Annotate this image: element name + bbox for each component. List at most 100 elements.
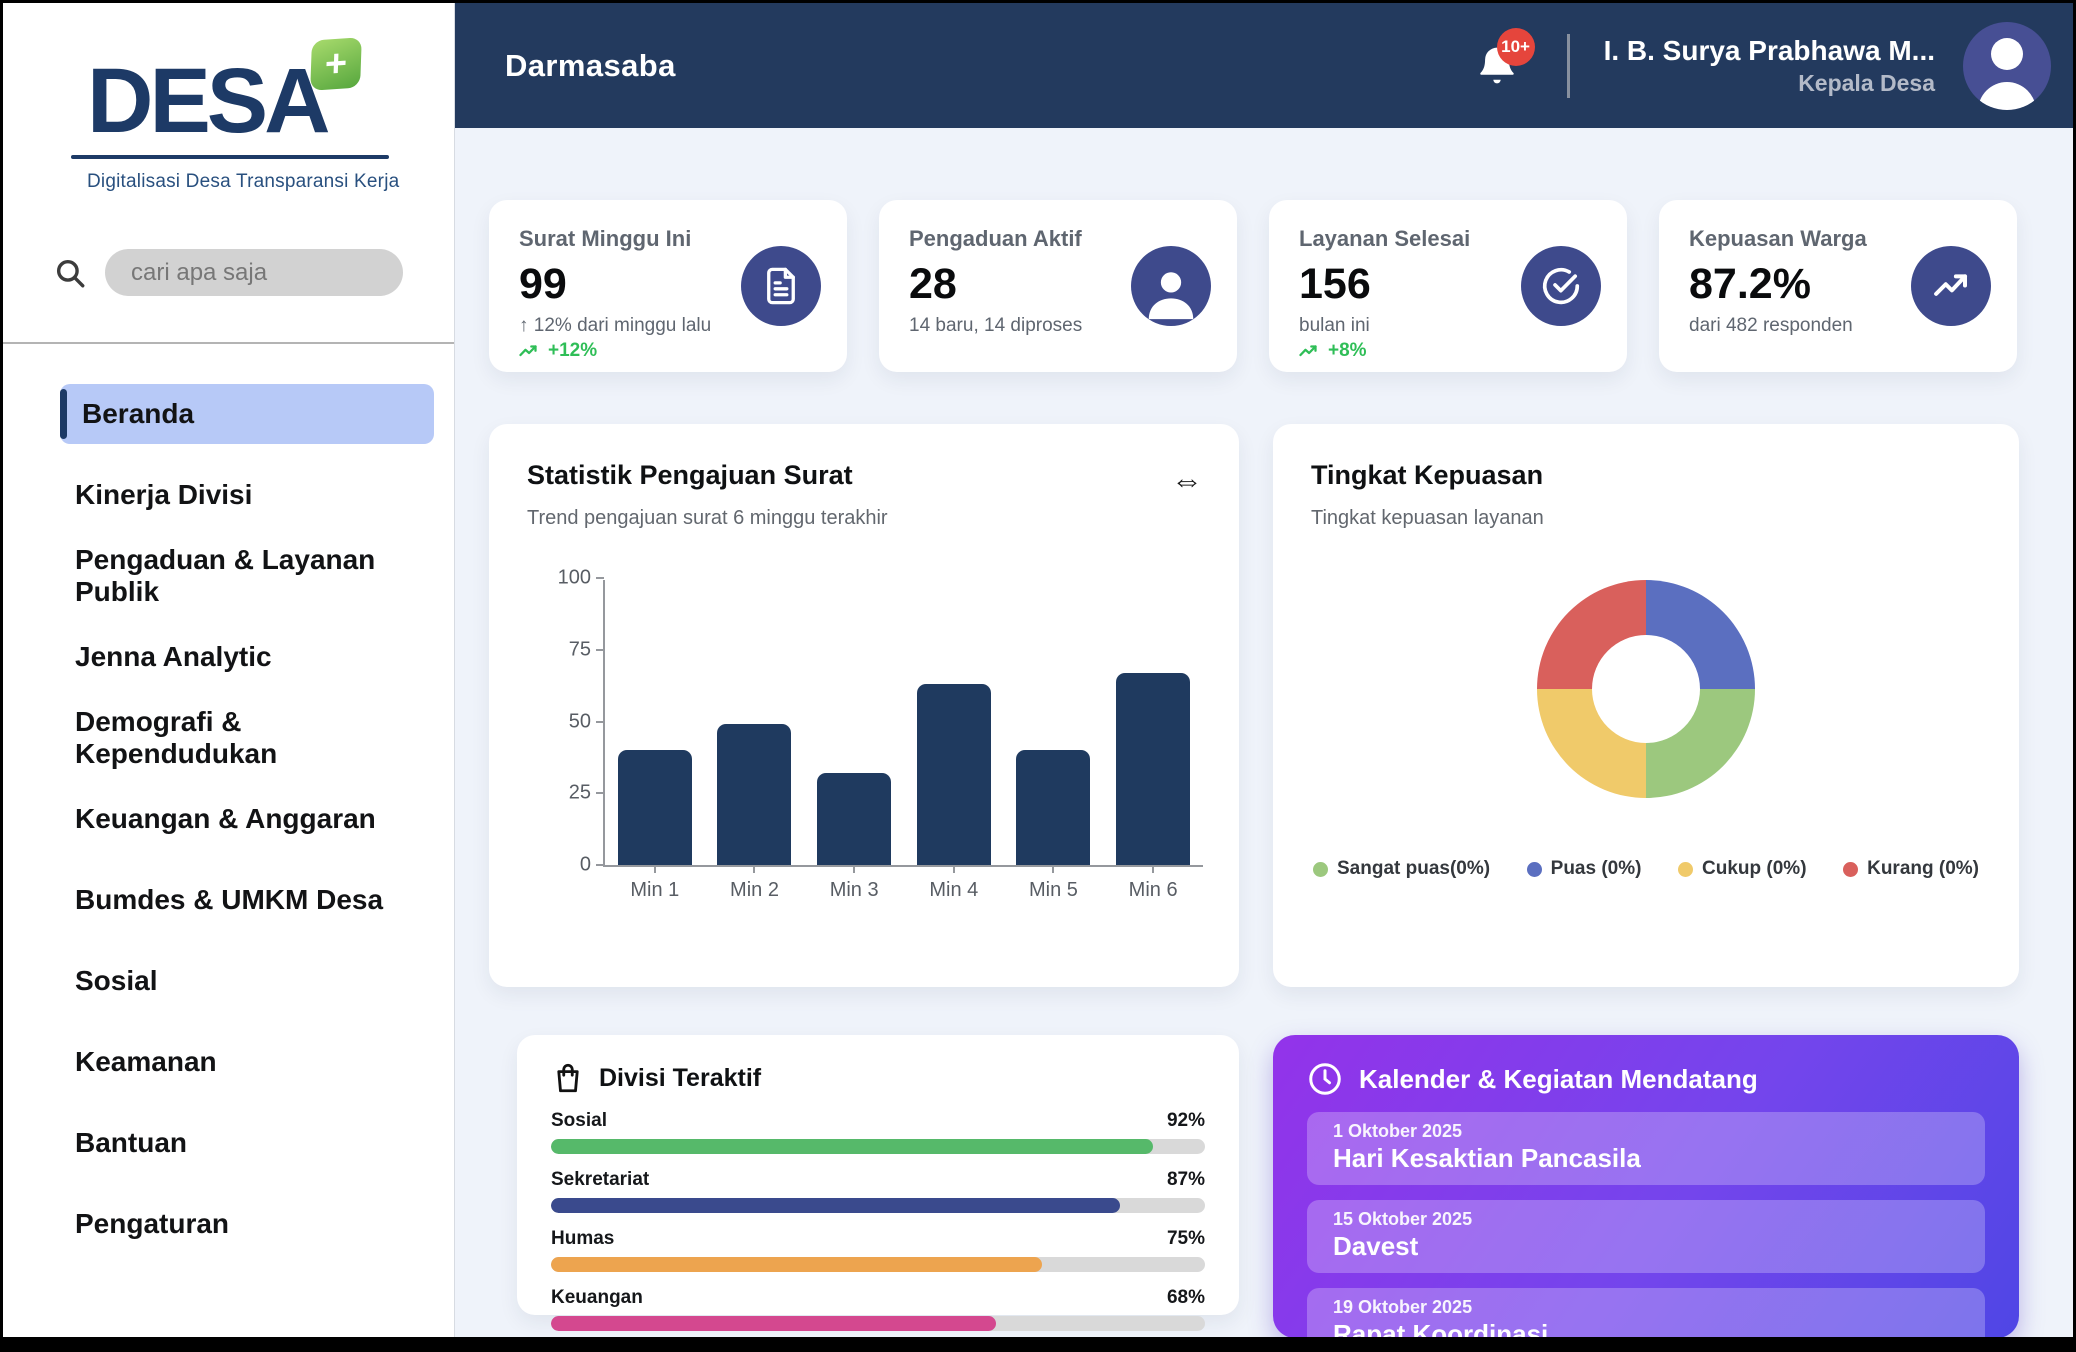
check-circle-icon [1521, 246, 1601, 326]
divisions-title: Divisi Teraktif [599, 1063, 762, 1092]
donut-chart-title: Tingkat Kepuasan [1311, 460, 1544, 490]
legend-label: Kurang (0%) [1867, 858, 1979, 879]
division-row-header: Humas 75% [551, 1228, 1205, 1250]
stat-trend: +12% [519, 340, 821, 362]
division-row-humas: Humas 75% [551, 1228, 1205, 1272]
logo-underline [71, 155, 389, 159]
progress-fill [551, 1316, 996, 1331]
stat-value: 156 [1299, 260, 1371, 308]
progress-fill [551, 1257, 1042, 1272]
sidebar: DESA + Digitalisasi Desa Transparansi Ke… [3, 3, 455, 1337]
bar-slot-min-6: Min 6 [1105, 580, 1201, 901]
avatar-person-icon [1991, 37, 2023, 70]
sidebar-item-label: Sosial [75, 965, 158, 996]
x-axis-tick-mark [853, 865, 856, 873]
sidebar-item-beranda[interactable]: Beranda [60, 384, 434, 444]
progress-track [551, 1139, 1205, 1154]
sidebar-item-jenna-analytic[interactable]: Jenna Analytic [60, 627, 434, 687]
sidebar-item-keamanan[interactable]: Keamanan [60, 1032, 434, 1092]
expand-width-icon[interactable]: ⇔ [1171, 462, 1203, 498]
stat-label: Kepuasan Warga [1689, 226, 1867, 251]
y-axis-tick-mark [596, 577, 604, 579]
division-name: Humas [551, 1228, 615, 1249]
notifications-button[interactable]: 10+ [1475, 27, 1535, 90]
avatar[interactable] [1963, 21, 2051, 110]
sidebar-divider [3, 342, 454, 344]
division-percentage: 87% [1166, 1169, 1205, 1190]
event-date: 1 Oktober 2025 [1333, 1121, 1463, 1141]
division-row-header: Keuangan 68% [551, 1287, 1205, 1309]
sidebar-item-pengaturan[interactable]: Pengaturan [60, 1194, 434, 1254]
y-axis-tick-label: 75 [568, 638, 591, 661]
stat-subtext: 14 baru, 14 diproses [909, 315, 1083, 336]
x-axis-tick-mark [952, 865, 955, 873]
user-info: I. B. Surya Prabhawa M... Kepala Desa [1604, 35, 1935, 97]
page-title: Darmasaba [505, 47, 676, 83]
x-axis-tick-mark [1152, 865, 1155, 873]
bar-min-3[interactable] [817, 773, 892, 865]
legend-dot [1843, 861, 1859, 877]
event-hari-kesaktian-pancasila[interactable]: 1 Oktober 2025 Hari Kesaktian Pancasila [1307, 1112, 1985, 1185]
bar-min-1[interactable] [617, 750, 692, 865]
event-rapat-koordinasi[interactable]: 19 Oktober 2025 Rapat Koordinasi [1307, 1288, 1985, 1337]
search-icon [56, 259, 85, 287]
y-axis-tick-label: 25 [568, 781, 591, 804]
trending-up-icon [1911, 246, 1991, 326]
logo-wordmark: DESA [87, 50, 331, 152]
satisfaction-card: Tingkat Kepuasan Tingkat kepuasan layana… [1273, 424, 2019, 987]
sidebar-item-demografi-kependudukan[interactable]: Demografi & Kependudukan [60, 706, 434, 769]
x-axis-label: Min 6 [1128, 879, 1178, 901]
top-header: Darmasaba 10+ I. B. Surya Prabhawa M... … [455, 3, 2073, 128]
progress-fill [551, 1198, 1120, 1213]
calendar-title: Kalender & Kegiatan Mendatang [1359, 1063, 1758, 1094]
search-input[interactable] [105, 249, 403, 296]
bar-min-2[interactable] [717, 724, 792, 865]
letter-statistics-card: Statistik Pengajuan Surat Trend pengajua… [489, 424, 1239, 987]
sidebar-item-label: Keamanan [75, 1046, 217, 1077]
sidebar-item-pengaduan-layanan-publik[interactable]: Pengaduan & Layanan Publik [60, 544, 434, 607]
legend-label: Cukup (0%) [1702, 858, 1807, 879]
y-axis-tick-label: 100 [557, 566, 591, 589]
user-name: I. B. Surya Prabhawa M... [1603, 34, 1935, 66]
division-percentage: 68% [1166, 1287, 1205, 1308]
stat-trend: +8% [1299, 340, 1601, 362]
bar-chart-title: Statistik Pengajuan Surat [527, 460, 853, 490]
events-list: 1 Oktober 2025 Hari Kesaktian Pancasila 15… [1307, 1112, 1985, 1337]
stat-subtext: ↑ 12% dari minggu lalu [519, 315, 712, 336]
sidebar-item-keuangan-anggaran[interactable]: Keuangan & Anggaran [60, 789, 434, 849]
sidebar-item-label: Pengaturan [75, 1208, 230, 1239]
bottom-row: Divisi Teraktif Sosial 92% Sekretariat 87% H… [489, 1035, 2073, 1337]
donut-chart-subtitle: Tingkat kepuasan layanan [1311, 507, 1544, 529]
sidebar-item-sosial[interactable]: Sosial [60, 951, 434, 1011]
legend-item-puas-0: Puas (0%) [1526, 858, 1641, 880]
app-logo: DESA + Digitalisasi Desa Transparansi Ke… [71, 37, 399, 193]
x-axis-tick-mark [753, 865, 756, 873]
stat-label: Layanan Selesai [1299, 226, 1471, 251]
y-axis-tick-label: 50 [568, 710, 591, 732]
progress-track [551, 1316, 1205, 1331]
sidebar-item-label: Pengaduan & Layanan Publik [75, 544, 376, 607]
bar-min-4[interactable] [916, 684, 991, 865]
division-percentage: 75% [1166, 1228, 1205, 1249]
sidebar-item-kinerja-divisi[interactable]: Kinerja Divisi [60, 465, 434, 525]
x-axis-label: Min 4 [929, 879, 979, 901]
stat-card-layanan-selesai: Layanan Selesai 156 bulan ini +8% [1269, 200, 1627, 372]
user-icon [1131, 246, 1211, 326]
stat-card-surat-minggu-ini: Surat Minggu Ini 99 ↑ 12% dari minggu lalu… [489, 200, 847, 372]
sidebar-item-bumdes-umkm-desa[interactable]: Bumdes & UMKM Desa [60, 870, 434, 930]
bar-min-6[interactable] [1116, 672, 1191, 865]
clock-icon [1309, 1063, 1341, 1095]
stat-card-pengaduan-aktif: Pengaduan Aktif 28 14 baru, 14 diproses [879, 200, 1237, 372]
event-date: 15 Oktober 2025 [1333, 1209, 1473, 1229]
sidebar-item-bantuan[interactable]: Bantuan [60, 1113, 434, 1173]
calendar-card: Kalender & Kegiatan Mendatang 1 Oktober … [1273, 1035, 2019, 1337]
division-row-keuangan: Keuangan 68% [551, 1287, 1205, 1331]
bar-slot-min-1: Min 1 [607, 580, 703, 901]
division-row-header: Sekretariat 87% [551, 1169, 1205, 1191]
event-davest[interactable]: 15 Oktober 2025 Davest [1307, 1200, 1985, 1273]
progress-track [551, 1257, 1205, 1272]
bar-min-5[interactable] [1016, 750, 1091, 865]
y-axis-tick-mark [596, 648, 604, 651]
sidebar-item-label: Keuangan & Anggaran [75, 803, 376, 834]
progress-track [551, 1198, 1205, 1213]
